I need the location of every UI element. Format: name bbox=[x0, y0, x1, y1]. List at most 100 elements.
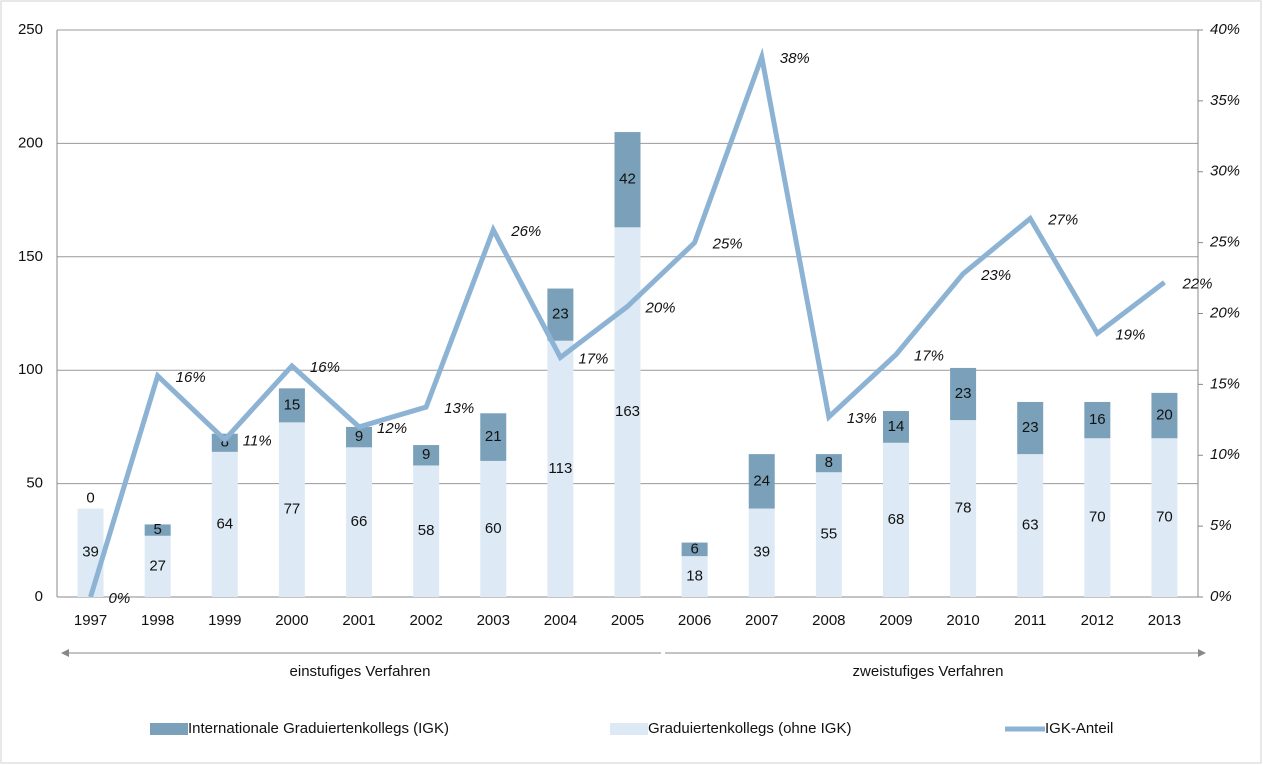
bar-segment bbox=[1151, 392, 1178, 439]
x-tick-label: 1998 bbox=[141, 612, 174, 629]
data-label: 6 bbox=[690, 540, 698, 557]
bar-segment bbox=[748, 454, 775, 509]
x-tick-label: 2009 bbox=[879, 612, 912, 629]
y2-tick-label: 35% bbox=[1210, 92, 1240, 109]
x-tick-label: 2002 bbox=[409, 612, 442, 629]
bar-segment bbox=[144, 535, 171, 597]
bar-segment bbox=[547, 340, 574, 597]
y2-tick-label: 0% bbox=[1210, 588, 1232, 605]
line-label: 13% bbox=[847, 410, 877, 427]
data-label: 78 bbox=[955, 500, 972, 517]
line-label: 11% bbox=[243, 433, 272, 450]
x-tick-label: 1997 bbox=[74, 612, 107, 629]
bar-segment bbox=[882, 411, 909, 443]
line-label: 38% bbox=[780, 50, 810, 67]
data-label: 23 bbox=[1022, 419, 1039, 436]
y2-tick-label: 15% bbox=[1210, 375, 1240, 392]
data-label: 18 bbox=[686, 568, 703, 585]
bar-segment bbox=[748, 508, 775, 597]
x-tick-label: 1999 bbox=[208, 612, 241, 629]
bar-segment bbox=[1084, 401, 1111, 439]
data-label: 16 bbox=[1089, 411, 1106, 428]
bar-segment bbox=[815, 472, 842, 597]
x-tick-label: 2011 bbox=[1014, 612, 1046, 629]
bar-segment bbox=[815, 454, 842, 473]
line-label: 16% bbox=[310, 359, 340, 376]
data-label: 9 bbox=[422, 446, 430, 463]
bar-segment bbox=[681, 556, 708, 597]
line-label: 17% bbox=[578, 350, 608, 367]
data-label: 163 bbox=[615, 403, 640, 420]
data-label: 21 bbox=[485, 428, 502, 445]
data-label: 70 bbox=[1089, 509, 1106, 526]
data-label: 55 bbox=[821, 526, 838, 543]
data-label: 113 bbox=[548, 460, 572, 477]
data-label: 8 bbox=[825, 454, 833, 471]
data-label: 77 bbox=[284, 501, 301, 518]
bar-segment bbox=[681, 542, 708, 557]
line-label: 13% bbox=[444, 400, 474, 417]
bar-segment bbox=[346, 426, 373, 448]
bar-segment bbox=[614, 227, 641, 598]
line-label: 25% bbox=[712, 236, 743, 253]
bar-segment bbox=[278, 388, 305, 423]
bar-segment bbox=[144, 524, 171, 536]
legend-swatch bbox=[150, 723, 188, 735]
x-tick-label: 2012 bbox=[1081, 612, 1114, 629]
data-label: 66 bbox=[351, 513, 368, 530]
data-label: 68 bbox=[888, 511, 905, 528]
annotation: zweistufiges Verfahren bbox=[853, 663, 1004, 680]
annotation: einstufiges Verfahren bbox=[290, 663, 431, 680]
y-tick-label: 150 bbox=[18, 248, 43, 265]
y2-tick-label: 20% bbox=[1209, 304, 1240, 321]
x-tick-label: 2001 bbox=[342, 612, 375, 629]
x-tick-label: 2003 bbox=[477, 612, 510, 629]
y-tick-label: 0 bbox=[35, 588, 43, 605]
bar-segment bbox=[882, 442, 909, 597]
bar-segment bbox=[950, 420, 977, 597]
bar-segment bbox=[1084, 438, 1111, 597]
line-label: 22% bbox=[1181, 275, 1212, 292]
y-tick-label: 250 bbox=[18, 21, 43, 38]
bar-segment bbox=[278, 422, 305, 597]
legend-label: IGK-Anteil bbox=[1045, 720, 1113, 737]
y-tick-label: 100 bbox=[18, 361, 43, 378]
line-label: 26% bbox=[510, 223, 541, 240]
y2-tick-label: 10% bbox=[1210, 446, 1240, 463]
x-tick-label: 2004 bbox=[544, 612, 577, 629]
x-tick-label: 2013 bbox=[1148, 612, 1181, 629]
data-label: 39 bbox=[82, 544, 99, 561]
data-label: 27 bbox=[149, 557, 166, 574]
data-label: 14 bbox=[888, 418, 905, 435]
line bbox=[88, 47, 1166, 598]
legend-label: Graduiertenkollegs (ohne IGK) bbox=[648, 720, 851, 737]
bar-segment bbox=[480, 460, 507, 597]
y2-tick-label: 25% bbox=[1209, 234, 1240, 251]
bar-segment bbox=[346, 447, 373, 597]
data-label: 9 bbox=[355, 428, 363, 445]
data-label: 70 bbox=[1156, 509, 1173, 526]
legend-label: Internationale Graduiertenkollegs (IGK) bbox=[188, 720, 449, 737]
bar-segment bbox=[614, 132, 641, 228]
line-label: 19% bbox=[1115, 326, 1145, 343]
y-tick-label: 200 bbox=[18, 134, 43, 151]
x-tick-label: 2000 bbox=[275, 612, 308, 629]
y2-tick-label: 5% bbox=[1210, 517, 1232, 534]
data-label: 64 bbox=[216, 515, 233, 532]
bar-segment bbox=[950, 367, 977, 421]
x-tick-label: 2007 bbox=[745, 612, 778, 629]
legend-swatch bbox=[610, 723, 648, 735]
data-label: 0 bbox=[86, 490, 94, 507]
bar-segment bbox=[480, 413, 507, 461]
bar-segment bbox=[547, 288, 574, 341]
data-label: 63 bbox=[1022, 517, 1039, 534]
x-tick-label: 2005 bbox=[611, 612, 644, 629]
x-tick-label: 2010 bbox=[946, 612, 979, 629]
data-label: 5 bbox=[154, 521, 162, 538]
data-label: 15 bbox=[284, 396, 301, 413]
bar-segment bbox=[413, 445, 440, 466]
line-label: 12% bbox=[377, 420, 407, 437]
line-label: 17% bbox=[914, 348, 944, 365]
y2-tick-label: 40% bbox=[1210, 21, 1240, 38]
